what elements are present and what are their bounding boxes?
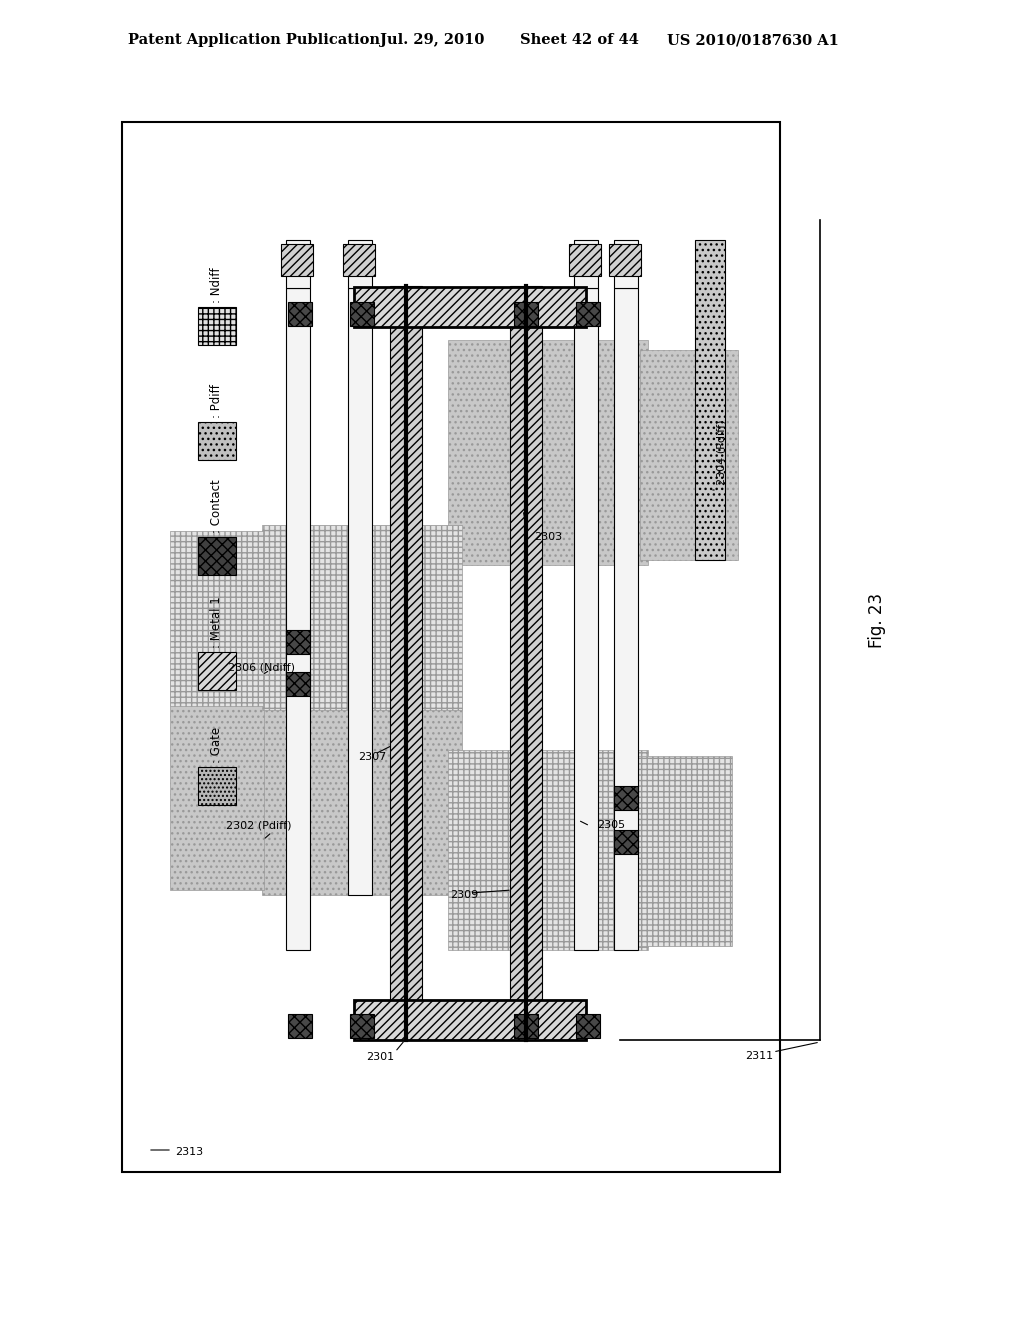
Text: 2311: 2311 [745, 1051, 773, 1061]
Bar [638, 756, 732, 946]
Bar [286, 288, 310, 950]
Bar [262, 671, 462, 895]
Text: 2307: 2307 [358, 752, 386, 762]
Bar [640, 350, 738, 560]
Text: Fig. 23: Fig. 23 [868, 593, 886, 648]
Text: : Gate: : Gate [211, 727, 223, 763]
Bar [449, 341, 648, 565]
Bar [262, 525, 462, 710]
Bar [514, 302, 538, 326]
Bar [348, 288, 372, 895]
Text: 2304 (Pdiff): 2304 (Pdiff) [717, 420, 727, 484]
Bar [614, 830, 638, 854]
Bar [170, 680, 264, 890]
Text: 2313: 2313 [175, 1147, 203, 1158]
Bar [198, 422, 236, 459]
Bar [286, 240, 310, 288]
Bar [575, 302, 600, 326]
Bar [695, 240, 725, 560]
Bar [350, 1014, 374, 1038]
Text: Patent Application Publication: Patent Application Publication [128, 33, 380, 48]
Text: 2303: 2303 [534, 532, 562, 543]
Bar [350, 302, 374, 326]
Text: 2309: 2309 [450, 890, 478, 900]
Bar [343, 244, 375, 276]
Bar [574, 288, 598, 950]
Bar [575, 1014, 600, 1038]
Bar [354, 1001, 586, 1040]
Bar [288, 1014, 312, 1038]
Bar [198, 652, 236, 690]
Bar [288, 302, 312, 326]
Bar [449, 750, 648, 950]
Text: 2302 (Pdiff): 2302 (Pdiff) [226, 820, 292, 830]
Bar [198, 308, 236, 345]
Bar [122, 121, 780, 1172]
Text: : Metal 1: : Metal 1 [211, 597, 223, 648]
Text: Sheet 42 of 44: Sheet 42 of 44 [520, 33, 639, 48]
Bar [574, 240, 598, 288]
Bar [390, 286, 422, 1040]
Bar [286, 630, 310, 653]
Bar [198, 537, 236, 576]
Bar [348, 240, 372, 288]
Bar [614, 785, 638, 810]
Text: : Contact: : Contact [211, 479, 223, 533]
Text: : Ndiff: : Ndiff [211, 268, 223, 304]
Bar [286, 672, 310, 696]
Text: 2305: 2305 [597, 820, 625, 830]
Bar [569, 244, 601, 276]
Text: : Pdiff: : Pdiff [211, 384, 223, 418]
Bar [170, 531, 264, 706]
Bar [510, 286, 542, 1040]
Bar [354, 286, 586, 327]
Bar [609, 244, 641, 276]
Text: 2301: 2301 [366, 1052, 394, 1063]
Text: US 2010/0187630 A1: US 2010/0187630 A1 [667, 33, 839, 48]
Bar [514, 1014, 538, 1038]
Bar [614, 288, 638, 950]
Bar [198, 767, 236, 805]
Text: 2306 (Ndiff): 2306 (Ndiff) [228, 663, 295, 672]
Bar [281, 244, 313, 276]
Bar [614, 240, 638, 288]
Text: Jul. 29, 2010: Jul. 29, 2010 [380, 33, 484, 48]
